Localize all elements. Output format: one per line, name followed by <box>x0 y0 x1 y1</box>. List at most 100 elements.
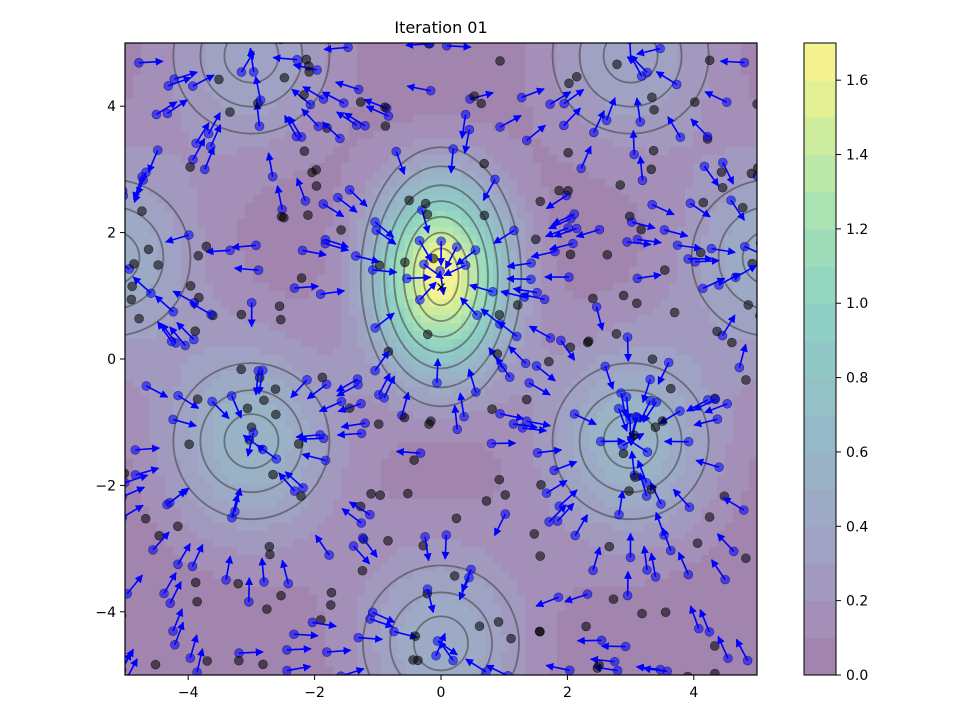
density-cell <box>525 451 534 460</box>
density-cell <box>261 67 270 76</box>
density-cell <box>397 267 406 276</box>
density-cell <box>485 467 494 476</box>
density-cell <box>373 243 382 252</box>
density-cell <box>597 347 606 356</box>
density-cell <box>373 651 382 660</box>
density-cell <box>261 531 270 540</box>
density-cell <box>485 219 494 228</box>
density-cell <box>405 203 414 212</box>
density-cell <box>261 355 270 364</box>
density-cell <box>349 67 358 76</box>
density-cell <box>133 139 142 148</box>
density-cell <box>405 99 414 108</box>
density-cell <box>573 139 582 148</box>
density-cell <box>597 315 606 324</box>
density-cell <box>149 483 158 492</box>
density-cell <box>229 179 238 188</box>
density-cell <box>469 587 478 596</box>
density-cell <box>413 75 422 84</box>
density-cell <box>517 555 526 564</box>
density-cell <box>181 163 190 172</box>
density-cell <box>149 235 158 244</box>
density-cell <box>613 547 622 556</box>
density-cell <box>333 667 342 675</box>
density-cell <box>389 555 398 564</box>
density-cell <box>293 579 302 588</box>
density-cell <box>557 403 566 412</box>
density-cell <box>165 547 174 556</box>
density-cell <box>421 339 430 348</box>
density-cell <box>285 531 294 540</box>
density-cell <box>469 627 478 636</box>
density-cell <box>181 59 190 68</box>
density-cell <box>213 163 222 172</box>
density-cell <box>525 547 534 556</box>
density-cell <box>197 371 206 380</box>
density-cell <box>525 131 534 140</box>
density-cell <box>621 51 630 60</box>
density-cell <box>493 403 502 412</box>
density-cell <box>149 611 158 620</box>
density-cell <box>205 499 214 508</box>
density-cell <box>285 123 294 132</box>
density-cell <box>469 451 478 460</box>
density-cell <box>533 187 542 196</box>
density-cell <box>181 155 190 164</box>
density-cell <box>181 643 190 652</box>
density-cell <box>213 643 222 652</box>
density-cell <box>581 259 590 268</box>
density-cell <box>341 515 350 524</box>
density-cell <box>469 211 478 220</box>
density-cell <box>509 467 518 476</box>
density-cell <box>493 515 502 524</box>
density-cell <box>389 419 398 428</box>
density-cell <box>509 547 518 556</box>
density-cell <box>365 435 374 444</box>
density-cell <box>181 411 190 420</box>
density-cell <box>517 611 526 620</box>
density-cell <box>493 339 502 348</box>
density-cell <box>173 507 182 516</box>
density-cell <box>381 587 390 596</box>
density-cell <box>229 123 238 132</box>
density-cell <box>469 499 478 508</box>
density-cell <box>309 427 318 436</box>
density-cell <box>621 283 630 292</box>
density-cell <box>477 395 486 404</box>
density-cell <box>269 347 278 356</box>
density-cell <box>269 251 278 260</box>
density-cell <box>205 571 214 580</box>
density-cell <box>157 563 166 572</box>
density-cell <box>349 51 358 60</box>
density-cell <box>357 43 366 52</box>
density-cell <box>541 635 550 644</box>
density-cell <box>357 163 366 172</box>
density-cell <box>589 555 598 564</box>
density-cell <box>317 171 326 180</box>
density-cell <box>573 43 582 52</box>
density-cell <box>349 171 358 180</box>
density-cell <box>373 459 382 468</box>
density-cell <box>517 499 526 508</box>
density-cell <box>389 331 398 340</box>
density-cell <box>533 75 542 84</box>
density-cell <box>605 571 614 580</box>
density-cell <box>549 627 558 636</box>
density-cell <box>309 315 318 324</box>
density-cell <box>157 355 166 364</box>
density-cell <box>213 187 222 196</box>
density-cell <box>365 539 374 548</box>
density-cell <box>333 43 342 52</box>
density-cell <box>213 635 222 644</box>
density-cell <box>429 547 438 556</box>
density-cell <box>437 211 446 220</box>
density-cell <box>269 507 278 516</box>
density-cell <box>613 187 622 196</box>
density-cell <box>301 251 310 260</box>
density-cell <box>557 131 566 140</box>
density-cell <box>341 587 350 596</box>
density-cell <box>229 299 238 308</box>
density-cell <box>301 619 310 628</box>
density-cell <box>309 443 318 452</box>
density-cell <box>205 283 214 292</box>
